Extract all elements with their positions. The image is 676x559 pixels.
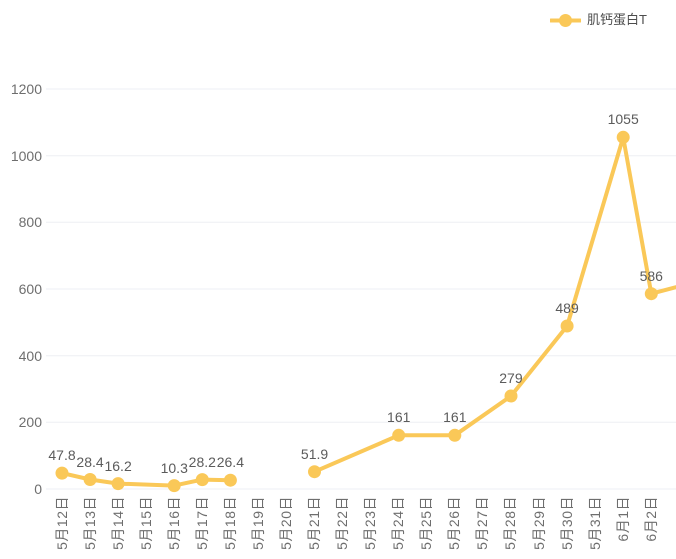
data-point-marker[interactable] bbox=[644, 287, 658, 301]
data-point-marker[interactable] bbox=[223, 473, 237, 487]
series-line bbox=[312, 135, 676, 474]
legend-label: 肌钙蛋白T bbox=[587, 12, 647, 27]
data-point-marker[interactable] bbox=[195, 473, 209, 487]
data-point-marker[interactable] bbox=[392, 428, 406, 442]
data-point-marker[interactable] bbox=[308, 465, 321, 479]
legend-item-troponin[interactable]: 肌钙蛋白T bbox=[550, 11, 647, 29]
data-point-marker[interactable] bbox=[167, 479, 181, 493]
data-point-marker[interactable] bbox=[448, 428, 462, 442]
data-point-marker[interactable] bbox=[616, 130, 630, 144]
data-point-marker[interactable] bbox=[504, 389, 518, 403]
data-point-marker[interactable] bbox=[560, 319, 574, 333]
data-point-marker[interactable] bbox=[83, 473, 97, 486]
data-point-marker[interactable] bbox=[55, 466, 69, 480]
legend-line-icon bbox=[550, 13, 581, 27]
data-point-marker[interactable] bbox=[111, 477, 125, 491]
